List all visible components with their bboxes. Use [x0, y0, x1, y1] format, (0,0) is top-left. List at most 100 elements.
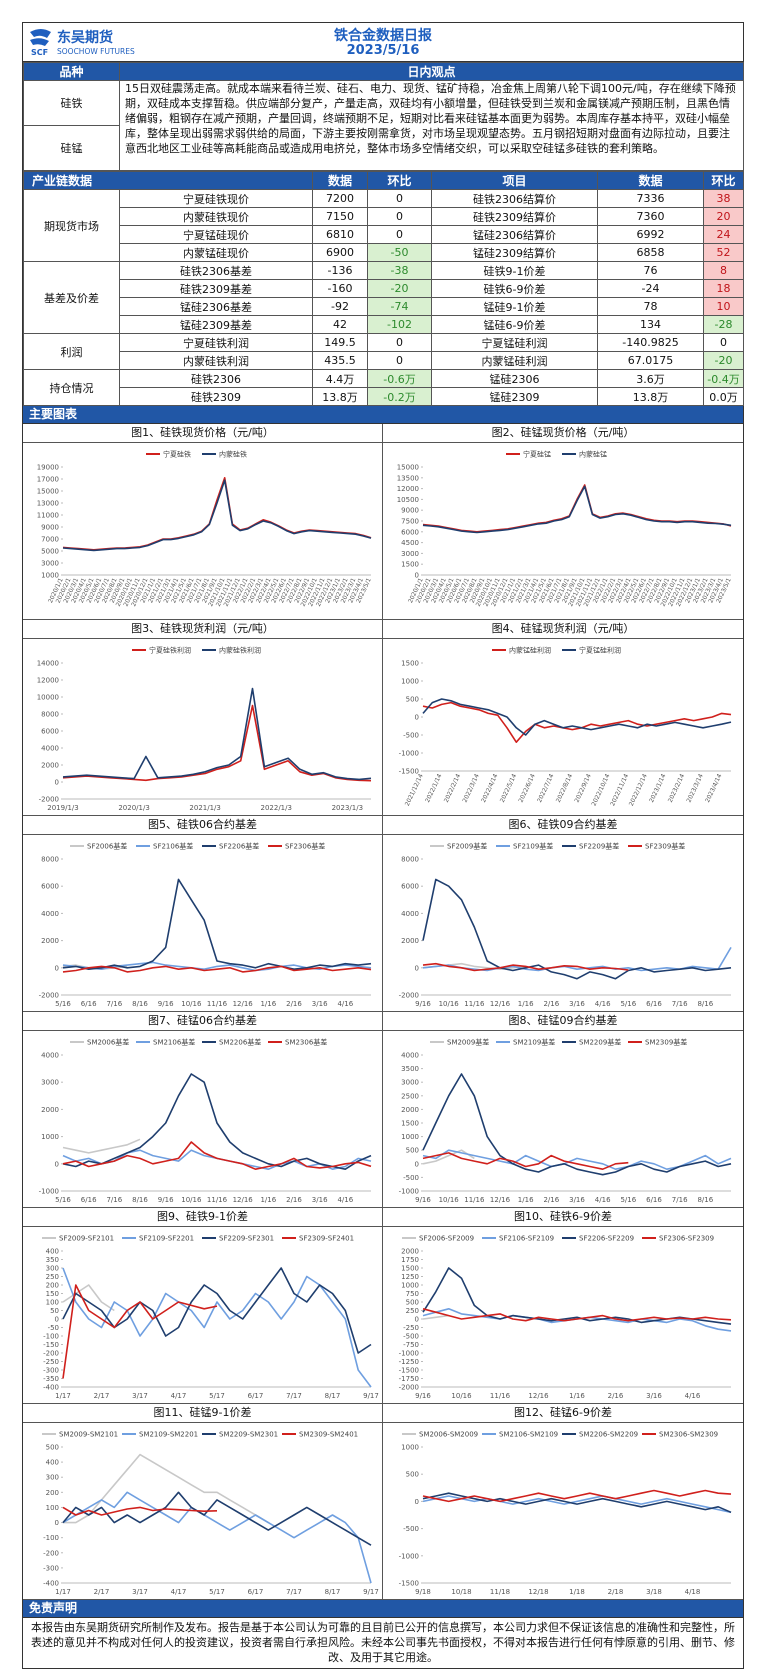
y-tick-label: 19000: [37, 464, 59, 472]
series-line: [62, 1491, 372, 1584]
data-table: 产业链数据 数据 环比 项目 数据 环比 期现货市场 宁夏硅铁现价 7200 0 硅铁2306结算价…: [22, 171, 745, 406]
legend-label: SF2206-SF2209: [579, 1235, 634, 1243]
x-tick-label: 7/16: [106, 1196, 122, 1204]
chart-title: 图5、硅铁06合约基差: [23, 816, 382, 835]
legend-label: SM2009-SM2101: [59, 1431, 118, 1439]
y-tick-label: -1500: [399, 1367, 419, 1375]
y-tick-label: 2000: [401, 1106, 419, 1114]
item-name: 宁夏硅铁利润: [118, 333, 314, 352]
x-tick-label: 3/17: [132, 1588, 148, 1596]
x-tick-label: 4/16: [337, 1196, 353, 1204]
y-tick-label: -750: [403, 1341, 419, 1349]
table-header: 环比: [703, 171, 745, 190]
y-tick-label: 4000: [41, 745, 59, 753]
data-value: 7336: [597, 189, 705, 208]
x-tick-label: 2023/2/14: [667, 773, 686, 804]
group-label: 期现货市场: [23, 189, 120, 262]
change-value: 52: [703, 243, 745, 262]
x-tick-label: 12/16: [490, 1000, 511, 1008]
legend-label: SM2306基差: [285, 1038, 327, 1047]
x-tick-label: 4/16: [685, 1392, 701, 1400]
data-value: 435.5: [312, 351, 369, 370]
chart-cell: 图2、硅锰现货价格（元/吨） 宁夏硅锰 内蒙硅锰 0 1500 3000 4500 6000 7…: [383, 424, 743, 620]
x-tick-label: 9/16: [158, 1000, 174, 1008]
item-name: 硅铁2306基差: [118, 261, 314, 280]
change-value: 24: [703, 225, 745, 244]
report: SCF 东吴期货 SOOCHOW FUTURES 铁合金数据日报 2023/5/…: [22, 22, 745, 1669]
y-tick-label: 1000: [401, 1282, 419, 1290]
y-tick-label: 400: [46, 1248, 59, 1256]
y-tick-label: 1000: [41, 572, 59, 580]
legend-label: SF2309-SF2401: [299, 1235, 354, 1243]
x-tick-label: 8/16: [697, 1000, 713, 1008]
chart: SM2006-SM2009 SM2106-SM2109 SM2206-SM2209 S…: [399, 1431, 732, 1596]
x-tick-label: 1/16: [518, 1000, 534, 1008]
x-tick-label: 3/16: [569, 1196, 585, 1204]
table-header: 项目: [431, 171, 599, 190]
x-tick-label: 12/16: [233, 1000, 254, 1008]
series-line: [422, 1495, 732, 1514]
data-value: 149.5: [312, 333, 369, 352]
series-line: [422, 878, 732, 980]
table-header: 环比: [367, 171, 433, 190]
disclaimer-text: 本报告由东吴期货研究所制作及发布。报告是基于本公司认为可靠的且目前已公开的信息撰…: [31, 1621, 735, 1664]
x-tick-label: 9/18: [415, 1588, 431, 1596]
chart-cell: 图5、硅铁06合约基差 SF2006基差 SF2106基差 SF2206基差 SF230…: [23, 816, 383, 1012]
change-value: 8: [703, 261, 745, 280]
x-tick-label: 2/16: [543, 1196, 559, 1204]
legend-label: 宁夏硅铁: [163, 450, 191, 459]
table-row: 锰硅2306基差 -92 -74 锰硅9-1价差 78 10: [24, 297, 745, 316]
table-row: 持仓情况 硅铁2306 4.4万 -0.6万 锰硅2306 3.6万 -0.4万: [23, 369, 745, 406]
x-tick-label: 12/18: [528, 1588, 548, 1596]
table-header: 数据: [312, 171, 369, 190]
x-tick-label: 3/16: [569, 1000, 585, 1008]
y-tick-label: 300: [46, 1265, 59, 1273]
chart-cell: 图11、硅锰9-1价差 SM2009-SM2101 SM2109-SM2201 SM2…: [23, 1404, 383, 1600]
change-value: -20: [703, 351, 745, 370]
y-tick-label: 3000: [401, 1079, 419, 1087]
chart-title: 图10、硅铁6-9价差: [383, 1208, 743, 1227]
chart: SF2006-SF2009 SF2106-SF2109 SF2206-SF2209 S…: [399, 1235, 732, 1400]
x-tick-label: 10/16: [439, 1196, 460, 1204]
x-tick-label: 9/17: [363, 1392, 379, 1400]
y-tick-label: 8000: [41, 856, 59, 864]
x-tick-label: 1/17: [55, 1588, 71, 1596]
y-tick-label: 4000: [401, 1052, 419, 1060]
x-tick-label: 5/16: [620, 1000, 636, 1008]
x-tick-label: 7/16: [672, 1196, 688, 1204]
y-tick-label: -500: [403, 1333, 419, 1341]
x-tick-label: 2022/1/3: [261, 804, 292, 812]
x-tick-label: 6/17: [248, 1588, 264, 1596]
legend-label: SF2009-SF2101: [59, 1235, 114, 1243]
series-line: [422, 484, 732, 533]
series-line: [422, 485, 732, 534]
chart-title: 图4、硅锰现货利润（元/吨）: [383, 620, 743, 639]
x-tick-label: 6/17: [248, 1392, 264, 1400]
x-tick-label: 2/16: [286, 1196, 302, 1204]
chart-cell: 图10、硅铁6-9价差 SF2006-SF2009 SF2106-SF2109 SF2…: [383, 1208, 743, 1404]
y-tick-label: -1000: [399, 750, 419, 758]
report-date: 2023/5/16: [346, 43, 420, 58]
y-tick-label: -300: [43, 1367, 59, 1375]
series-line: [422, 1489, 732, 1503]
y-tick-label: 1500: [401, 1265, 419, 1273]
table-row: 内蒙锰硅现价 6900 -50 锰硅2309结算价 6858 52: [24, 243, 745, 262]
change-value: 38: [703, 189, 745, 208]
chart-cell: 图12、硅锰6-9价差 SM2006-SM2009 SM2106-SM2109 SM2…: [383, 1404, 743, 1600]
y-tick-label: 7500: [401, 518, 419, 526]
legend-label: 宁夏锰硅利润: [579, 646, 621, 655]
x-tick-label: 4/16: [337, 1000, 353, 1008]
y-tick-label: -50: [48, 1324, 59, 1332]
item-name: 硅铁2309基差: [118, 279, 314, 298]
chart-cell: 图8、硅锰09合约基差 SM2009基差 SM2109基差 SM2209基差 SM230…: [383, 1012, 743, 1208]
x-tick-label: 2/17: [94, 1392, 110, 1400]
y-tick-label: 8000: [401, 856, 419, 864]
y-tick-label: 6000: [41, 728, 59, 736]
x-tick-label: 9/16: [415, 1196, 431, 1204]
y-tick-label: 17000: [37, 476, 59, 484]
y-tick-label: -1750: [399, 1375, 419, 1383]
table-header: 产业链数据: [22, 171, 314, 190]
x-tick-label: 5/17: [209, 1392, 225, 1400]
y-tick-label: 4000: [41, 1052, 59, 1060]
series-line: [422, 1314, 449, 1320]
